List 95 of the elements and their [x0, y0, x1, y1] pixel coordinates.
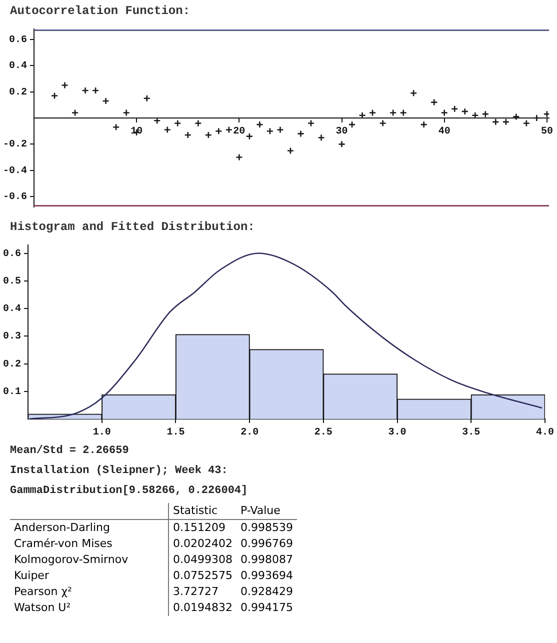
text: P-Value — [236, 503, 297, 520]
text: Pearson χ² — [10, 584, 168, 600]
chart-title: Histogram and Fitted Distribution: — [9, 219, 256, 236]
point — [102, 97, 110, 105]
x-tick-label: 30 — [336, 126, 348, 138]
point — [215, 127, 222, 135]
text: Installation (Sleipner); Week 43: — [10, 464, 229, 479]
point — [471, 112, 479, 120]
point — [533, 114, 540, 122]
point — [194, 120, 202, 127]
y-tick-label: -0.2 — [2, 140, 28, 151]
text: 0.0202402 — [172, 536, 234, 552]
text: Watson U² — [10, 600, 168, 616]
x-tick-label: 2.0 — [240, 428, 259, 439]
text: 0.151209 — [172, 520, 226, 536]
x-tick-label: 40 — [438, 126, 450, 138]
point — [318, 134, 325, 142]
point — [122, 109, 130, 116]
text: 0.0752575 — [172, 568, 234, 584]
y-tick-label: 0.6 — [2, 248, 22, 260]
point — [461, 108, 469, 116]
text: Mean/Std = 2.26659 — [10, 444, 130, 459]
text: 0.994175 — [240, 600, 294, 616]
point — [297, 130, 304, 138]
y-tick-label: 0.3 — [2, 332, 22, 343]
point — [164, 126, 172, 134]
text: GammaDistribution[9.58266, 0.226004] — [10, 484, 249, 499]
x-tick-label: 1.5 — [166, 428, 185, 439]
y-tick-label: 0.2 — [2, 359, 22, 370]
x-tick-label: 50 — [540, 126, 553, 138]
text: 0.0499308 — [172, 552, 234, 568]
point — [522, 120, 530, 127]
line-series — [28, 252, 543, 419]
text: Kuiper — [10, 568, 168, 584]
y-tick-label: 0.2 — [8, 87, 28, 98]
point — [502, 118, 510, 126]
text: Statistic — [168, 503, 236, 520]
x-tick-label: 3.0 — [388, 428, 406, 439]
point — [420, 120, 428, 128]
y-tick-label: 0.5 — [2, 276, 22, 288]
point — [440, 109, 448, 116]
point — [112, 124, 120, 131]
point — [368, 109, 376, 116]
point — [389, 109, 397, 116]
text: 3.72727 — [172, 584, 220, 600]
x-tick-label: 4.0 — [536, 428, 554, 439]
point — [236, 154, 243, 161]
point — [492, 118, 500, 126]
point — [92, 86, 100, 94]
point — [482, 110, 490, 118]
y-tick-label: 0.1 — [2, 386, 22, 398]
text: 0.993694 — [240, 568, 294, 584]
point — [246, 132, 254, 140]
point — [204, 131, 212, 139]
text: 0.0194832 — [172, 600, 234, 616]
point — [410, 89, 418, 97]
y-tick-label: 0.6 — [8, 34, 28, 46]
text: Cramér-von Mises — [10, 536, 168, 552]
point — [450, 105, 458, 112]
y-tick-label: 0.4 — [2, 304, 22, 316]
point — [50, 92, 58, 100]
point — [71, 109, 79, 116]
point — [82, 86, 89, 94]
point — [348, 120, 356, 128]
point — [256, 120, 264, 128]
point — [143, 94, 150, 102]
point — [286, 147, 294, 154]
y-tick-label: -0.4 — [2, 166, 28, 177]
point — [379, 120, 386, 127]
point — [225, 126, 233, 134]
x-tick-label: 2.5 — [314, 428, 332, 439]
point — [338, 140, 346, 148]
point — [276, 126, 284, 134]
point — [512, 113, 520, 120]
x-tick-label: 20 — [233, 126, 246, 138]
text: Kolmogorov-Smirnov — [10, 552, 168, 568]
y-tick-label: -0.6 — [2, 192, 28, 204]
text: 0.998539 — [240, 520, 294, 536]
point — [400, 109, 407, 116]
y-tick-label: 0.4 — [8, 61, 28, 72]
point — [184, 131, 192, 139]
point — [153, 116, 161, 124]
text: 0.928429 — [240, 584, 294, 600]
point — [61, 82, 68, 89]
point — [266, 127, 274, 135]
chart-title: Autocorrelation Function: — [9, 3, 192, 20]
point — [430, 98, 438, 106]
text: 0.998087 — [240, 552, 294, 568]
point — [174, 120, 182, 127]
text: Anderson-Darling — [10, 520, 168, 536]
text: 0.996769 — [240, 536, 294, 552]
point — [307, 120, 315, 127]
point — [358, 112, 366, 120]
x-tick-label: 1.0 — [92, 428, 111, 439]
x-tick-label: 3.5 — [462, 428, 480, 439]
